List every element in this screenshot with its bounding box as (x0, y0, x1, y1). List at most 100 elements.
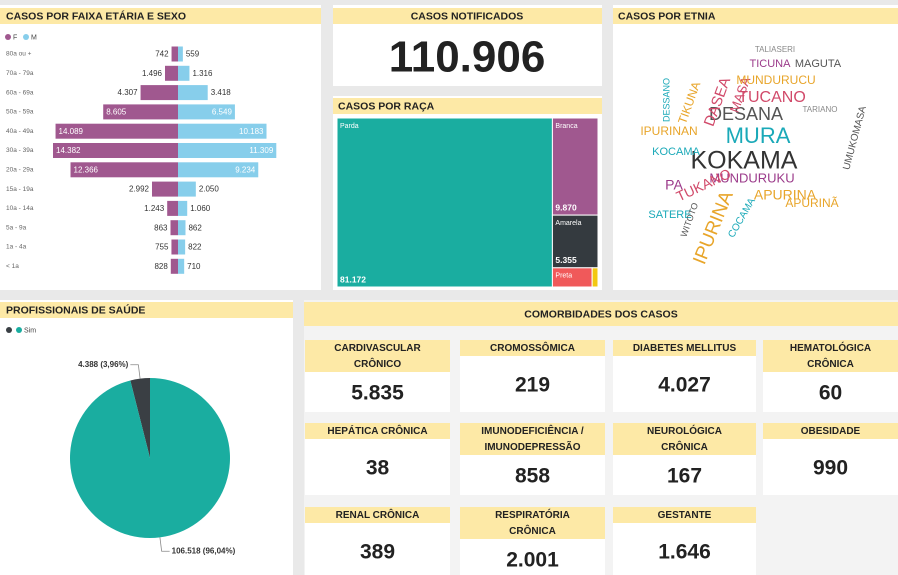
bar (70, 162, 178, 178)
category-label: 70a - 79a (6, 70, 34, 77)
card-header (460, 423, 605, 455)
legend-marker (16, 327, 22, 333)
data-label: 106.518 (96,04%) (172, 546, 236, 555)
word: PA (665, 177, 683, 193)
card-label: CRÔNICA (509, 524, 556, 537)
pie-slice (130, 378, 150, 458)
card-header (613, 423, 756, 455)
bar (103, 104, 178, 120)
bar (55, 123, 178, 139)
card-label: IMUNODEPRESSÃO (484, 440, 580, 453)
card-value: 60 (819, 382, 842, 405)
data-label: 2.992 (129, 185, 150, 194)
card-value: 167 (667, 465, 702, 488)
treemap-cell (551, 214, 599, 269)
word: KOCAMA (652, 146, 700, 158)
category-label: 15a - 19a (6, 186, 34, 193)
data-label: 710 (187, 262, 201, 271)
card-header (763, 423, 898, 439)
data-label: 862 (188, 223, 202, 232)
treemap-cell (551, 117, 599, 216)
legend-marker (5, 34, 11, 40)
word: MAGUTA (795, 58, 842, 70)
card-value: 858 (515, 465, 550, 488)
bar (178, 258, 185, 274)
card-label: NEUROLÓGICA (647, 424, 722, 437)
data-label: 822 (188, 243, 202, 252)
category-label: 30a - 39a (6, 147, 34, 154)
data-label: 559 (186, 50, 200, 59)
category-label: < 1a (6, 263, 19, 270)
card-label: RENAL CRÔNICA (336, 508, 420, 521)
bar (178, 200, 188, 216)
category-label: 60a - 69a (6, 89, 34, 96)
word: TALIASERI (755, 45, 795, 54)
card-value: 2.001 (506, 549, 559, 572)
legend-label: M (31, 34, 37, 41)
treemap-cell (591, 267, 599, 288)
word: IPURINAN (640, 124, 697, 138)
bar (151, 181, 178, 197)
card-value: 990 (813, 457, 848, 480)
card-label: HEMATOLÓGICA (790, 341, 871, 354)
kpi-value: 110.906 (389, 33, 546, 82)
data-label: 828 (154, 262, 168, 271)
category-label: 20a - 29a (6, 167, 34, 174)
data-label: 8.605 (106, 108, 127, 117)
data-label: 755 (155, 243, 169, 252)
word: SATERE (648, 209, 691, 221)
category-label: 50a - 59a (6, 109, 34, 116)
data-label: 4.388 (3,96%) (78, 360, 129, 369)
cell-label: Amarela (555, 220, 581, 227)
card-value: 219 (515, 374, 550, 397)
data-label: 2.050 (199, 185, 220, 194)
card-label: DIABETES MELLITUS (633, 343, 737, 354)
card-header (613, 340, 756, 356)
card-header (305, 507, 450, 523)
data-label: 11.309 (249, 146, 273, 155)
bar (164, 65, 178, 81)
card-header (460, 340, 605, 356)
bar (170, 258, 178, 274)
bar (178, 104, 235, 120)
panel-ethnicity (613, 5, 898, 290)
data-label: 4.307 (118, 88, 139, 97)
panel-title: CASOS POR RAÇA (338, 100, 435, 112)
card-value: 389 (360, 541, 395, 564)
cell-value: 5.355 (555, 255, 577, 265)
legend-marker (6, 327, 12, 333)
panel-header (0, 302, 293, 318)
panel-title: PROFISSIONAIS DE SAÚDE (6, 303, 145, 316)
data-label: 14.089 (59, 127, 84, 136)
card-label: OBESIDADE (801, 426, 861, 437)
panel-title: COMORBIDADES DOS CASOS (524, 308, 677, 320)
category-label: 80a ou + (6, 51, 32, 58)
panel-header (613, 8, 898, 24)
word: TICUNA (750, 58, 792, 70)
card-value: 38 (366, 457, 390, 480)
data-label: 10.183 (239, 127, 264, 136)
bar (178, 46, 183, 62)
card-value: 5.835 (351, 382, 404, 405)
bar (171, 46, 178, 62)
cell-label: Branca (555, 123, 577, 130)
leader-line (130, 364, 141, 379)
pie-slice (69, 378, 230, 539)
panel-title: CASOS POR FAIXA ETÁRIA E SEXO (6, 9, 186, 22)
data-label: 3.418 (211, 88, 232, 97)
card-label: HEPÁTICA CRÔNICA (327, 424, 427, 437)
data-label: 12.366 (74, 165, 99, 174)
cell-value: 81.172 (340, 274, 366, 284)
cell-label: Preta (555, 273, 572, 280)
panel-header (333, 8, 602, 24)
bar (167, 200, 178, 216)
data-label: 863 (154, 223, 168, 232)
legend-label: F (13, 34, 17, 41)
bar (170, 220, 178, 236)
word: MURA (726, 123, 791, 148)
card-label: CRÔNICO (354, 357, 401, 370)
bar (53, 143, 178, 158)
data-label: 6.549 (212, 108, 233, 117)
category-label: 1a - 4a (6, 244, 27, 251)
